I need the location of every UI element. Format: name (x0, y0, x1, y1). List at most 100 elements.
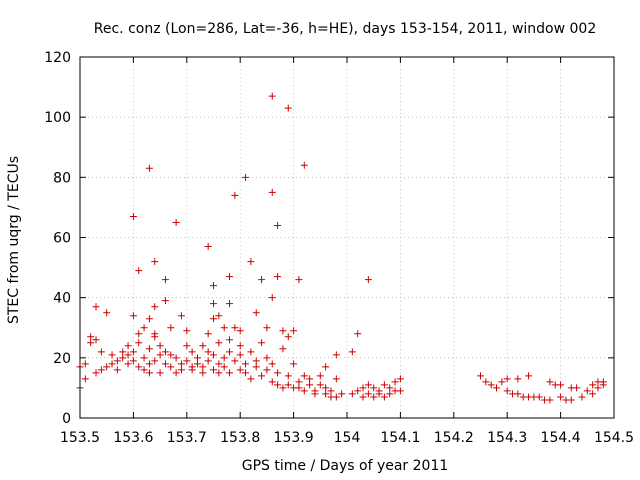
data-point (124, 360, 132, 368)
data-point (258, 372, 266, 380)
data-point (167, 351, 175, 359)
data-point (493, 384, 501, 392)
data-point (215, 339, 223, 347)
data-point (161, 276, 169, 284)
data-point (258, 276, 266, 284)
data-point (487, 381, 495, 389)
data-point (284, 372, 292, 380)
data-point (247, 375, 255, 383)
data-point (231, 191, 239, 199)
data-point (477, 372, 484, 380)
data-point (97, 366, 105, 374)
data-point (161, 360, 169, 368)
data-point (300, 161, 308, 169)
data-point (231, 357, 239, 365)
data-point (258, 339, 266, 347)
data-point (279, 345, 287, 353)
axis-ticks: 153.5 153.6 153.7 153.8 153.9 154 154.1 154.2 15… (44, 50, 634, 446)
x-tick-label: 154.4 (541, 430, 581, 446)
data-point (210, 300, 217, 308)
data-point (199, 369, 207, 377)
data-point (322, 363, 330, 371)
chart-title: Rec. conz (Lon=286, Lat=-36, h=HE), days… (94, 21, 596, 37)
data-point (263, 366, 271, 374)
data-point (188, 348, 196, 356)
data-point (220, 354, 228, 362)
data-point (156, 351, 164, 359)
data-point (263, 354, 271, 362)
data-point (284, 104, 292, 112)
grid (80, 57, 614, 418)
data-point (226, 273, 234, 281)
data-point (210, 282, 217, 290)
y-axis-label: STEC from uqrg / TECUs (6, 156, 22, 324)
data-point (300, 372, 308, 380)
data-point (380, 393, 388, 401)
data-point (503, 375, 511, 383)
data-point (380, 381, 388, 389)
data-point (252, 363, 260, 371)
y-tick-label: 100 (44, 110, 71, 126)
data-point (348, 348, 356, 356)
data-point (140, 324, 148, 332)
y-tick-label: 40 (53, 291, 71, 307)
data-point (268, 378, 276, 386)
x-tick-label: 153.6 (113, 430, 153, 446)
data-point (145, 345, 153, 353)
data-point (589, 381, 597, 389)
data-point (204, 348, 212, 356)
data-point (322, 384, 330, 392)
data-point (135, 330, 143, 338)
data-point (514, 390, 522, 398)
plot-frame (79, 56, 615, 419)
data-point (204, 243, 212, 251)
data-point (129, 348, 137, 356)
data-point (274, 273, 282, 281)
data-point (348, 390, 356, 398)
data-point (92, 369, 100, 377)
x-tick-label: 154.1 (380, 430, 420, 446)
data-point (135, 363, 143, 371)
data-point (113, 357, 121, 365)
data-point (210, 315, 217, 323)
data-point (535, 393, 543, 401)
data-point (172, 369, 180, 377)
data-point (193, 354, 201, 362)
x-tick-label: 154.3 (487, 430, 527, 446)
data-point (119, 354, 127, 362)
data-point (567, 396, 575, 404)
data-point (210, 351, 217, 359)
data-point (274, 381, 282, 389)
data-point (498, 378, 506, 386)
data-point (145, 360, 153, 368)
data-point (338, 390, 346, 398)
data-point (81, 360, 89, 368)
data-point (236, 366, 244, 374)
data-point (396, 375, 404, 383)
data-point (583, 387, 591, 395)
data-point (274, 369, 282, 377)
data-point (167, 363, 175, 371)
data-point (306, 381, 314, 389)
data-point (119, 348, 127, 356)
data-point (236, 351, 244, 359)
data-point (322, 390, 330, 398)
data-point (204, 357, 212, 365)
data-point (316, 381, 324, 389)
data-point (151, 303, 159, 311)
data-point (156, 342, 164, 350)
data-point (546, 396, 554, 404)
data-point (386, 390, 394, 398)
data-point (226, 300, 234, 308)
y-tick-label: 120 (44, 50, 71, 66)
data-point (183, 327, 191, 335)
data-point (242, 360, 250, 368)
x-tick-label: 154.2 (434, 430, 474, 446)
data-point (300, 387, 308, 395)
data-point (210, 366, 217, 374)
data-point (156, 369, 164, 377)
x-axis-label: GPS time / Days of year 2011 (242, 458, 449, 474)
data-point (177, 312, 185, 320)
y-tick-label: 20 (53, 351, 71, 367)
